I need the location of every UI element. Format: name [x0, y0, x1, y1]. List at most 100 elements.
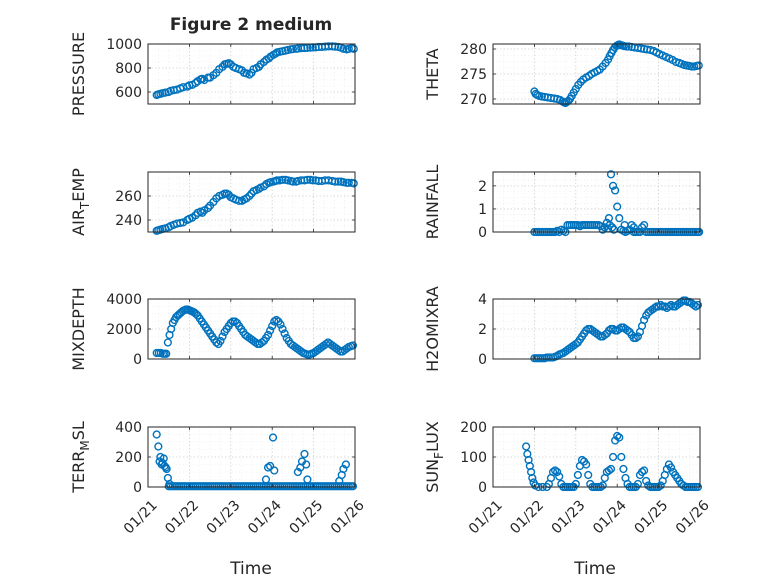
sun_flux-marker	[613, 431, 622, 441]
pressure-marker	[349, 44, 358, 53]
h2omixra-marker	[600, 330, 609, 340]
h2omixra-ytick-label: 4	[478, 292, 487, 308]
theta-marker	[694, 61, 703, 70]
air_temp-ytick-label: 260	[115, 189, 142, 205]
terr_msl-marker	[159, 454, 168, 463]
mixdepth-marker	[216, 336, 225, 346]
theta-marker	[622, 42, 631, 51]
rainfall-marker	[611, 186, 620, 195]
air_temp-marker	[303, 175, 312, 184]
sun_flux-marker	[606, 464, 616, 474]
air_temp-marker	[278, 175, 287, 184]
rainfall-marker	[620, 220, 629, 230]
air_temp-marker	[203, 203, 213, 213]
h2omixra-marker	[691, 302, 700, 311]
pressure-marker	[288, 44, 298, 54]
x-tick-label: 01/25	[287, 497, 327, 537]
air_temp-ylabel: AIRTEMP	[69, 168, 92, 236]
rainfall-marker	[606, 170, 616, 179]
sun_flux-axes: 0 100 200 01/21 01/22 01/23 01/24 01/25 01/26 SUN…	[423, 420, 713, 537]
terr_msl-ytick-label: 400	[115, 420, 142, 436]
theta-marker	[571, 84, 580, 94]
pressure-ylabel: PRESSURE	[69, 32, 88, 116]
sun_flux-marker	[577, 455, 587, 465]
sun_flux-ytick-label: 200	[460, 420, 487, 436]
sun_flux-marker	[548, 467, 558, 477]
theta-ytick-label: 280	[460, 42, 487, 58]
sun_flux-ytick-label: 100	[460, 450, 487, 466]
terr_msl-marker	[152, 430, 161, 439]
mixdepth-marker	[162, 349, 171, 358]
rainfall-ytick-label: 2	[478, 179, 487, 195]
rainfall-marker	[637, 223, 647, 232]
sun_flux-marker	[619, 464, 628, 474]
h2omixra-marker	[571, 339, 580, 349]
sun_flux-marker	[550, 466, 560, 475]
h2omixra-marker	[681, 296, 690, 305]
terr_msl-marker	[161, 463, 170, 472]
theta-ylabel: THETA	[423, 48, 442, 100]
x-tick-label: 01/21	[121, 497, 161, 537]
air_temp-marker	[308, 176, 317, 185]
air_temp-axes: 240 260 AIRTEMP	[69, 168, 358, 236]
h2omixra-marker	[656, 300, 665, 310]
h2omixra-marker	[689, 300, 698, 310]
pressure-marker	[339, 44, 348, 53]
x-tick-label: 01/22	[162, 497, 202, 537]
h2omixra-axes: 0 2 4 H2OMIXRA	[423, 286, 703, 372]
theta-axes: 270 275 280 THETA	[423, 40, 703, 108]
rainfall-ylabel: RAINFALL	[423, 165, 442, 240]
mixdepth-ytick-label: 2000	[106, 322, 142, 338]
mixdepth-marker	[163, 338, 172, 347]
terr_msl-ytick-label: 200	[115, 450, 142, 466]
mixdepth-marker	[230, 317, 240, 326]
rainfall-marker	[629, 223, 638, 232]
h2omixra-marker	[631, 333, 640, 343]
sun_flux-marker	[640, 466, 649, 475]
pressure-marker	[161, 88, 170, 97]
terr_msl-marker	[341, 460, 350, 469]
x-axis-label-left: Time	[229, 559, 272, 579]
sun_flux-marker	[528, 473, 537, 483]
mixdepth-ylabel: MIXDEPTH	[69, 287, 88, 370]
sun_flux-ylabel: SUNFLUX	[423, 421, 446, 493]
air_temp-marker	[288, 177, 298, 186]
h2omixra-ytick-label: 2	[478, 322, 487, 338]
rainfall-axes-box	[492, 171, 701, 233]
theta-ytick-label: 270	[460, 92, 487, 108]
terr_msl-marker	[348, 482, 358, 491]
sun_flux-marker	[598, 481, 607, 490]
h2omixra-ylabel: H2OMIXRA	[423, 286, 442, 372]
sun_flux-marker	[637, 467, 647, 477]
mixdepth-marker	[276, 320, 285, 329]
mixdepth-marker	[280, 329, 289, 338]
terr_msl-marker	[270, 466, 279, 475]
terr_msl-axes: 0 200 400 01/21 01/22 01/23 01/24 01/25 01/26 TER…	[69, 420, 368, 537]
air_temp-axes-box	[147, 171, 356, 233]
air_temp-marker	[198, 208, 207, 217]
sun_flux-marker	[617, 452, 626, 462]
mixdepth-marker	[342, 344, 351, 353]
air_temp-marker	[245, 191, 254, 201]
rainfall-ytick-label: 0	[478, 225, 487, 241]
terr_msl-marker	[263, 463, 273, 472]
terr_msl-marker	[154, 442, 163, 451]
rainfall-marker	[608, 181, 618, 190]
pressure-ytick-label: 600	[115, 85, 142, 101]
terr_msl-marker	[268, 433, 278, 442]
rainfall-marker	[613, 202, 622, 211]
mixdepth-marker	[278, 324, 287, 334]
pressure-marker	[300, 43, 309, 53]
mixdepth-marker	[257, 338, 266, 347]
x-tick-label: 01/21	[466, 497, 506, 537]
mixdepth-marker	[212, 338, 221, 347]
air_temp-ytick-label: 240	[115, 213, 142, 229]
h2omixra-marker	[623, 326, 632, 335]
terr_msl-marker	[261, 475, 271, 484]
pressure-marker	[331, 42, 340, 51]
air_temp-marker	[234, 196, 244, 205]
air_temp-marker	[196, 207, 205, 216]
mixdepth-marker	[218, 332, 227, 341]
x-tick-label: 01/24	[245, 497, 285, 537]
